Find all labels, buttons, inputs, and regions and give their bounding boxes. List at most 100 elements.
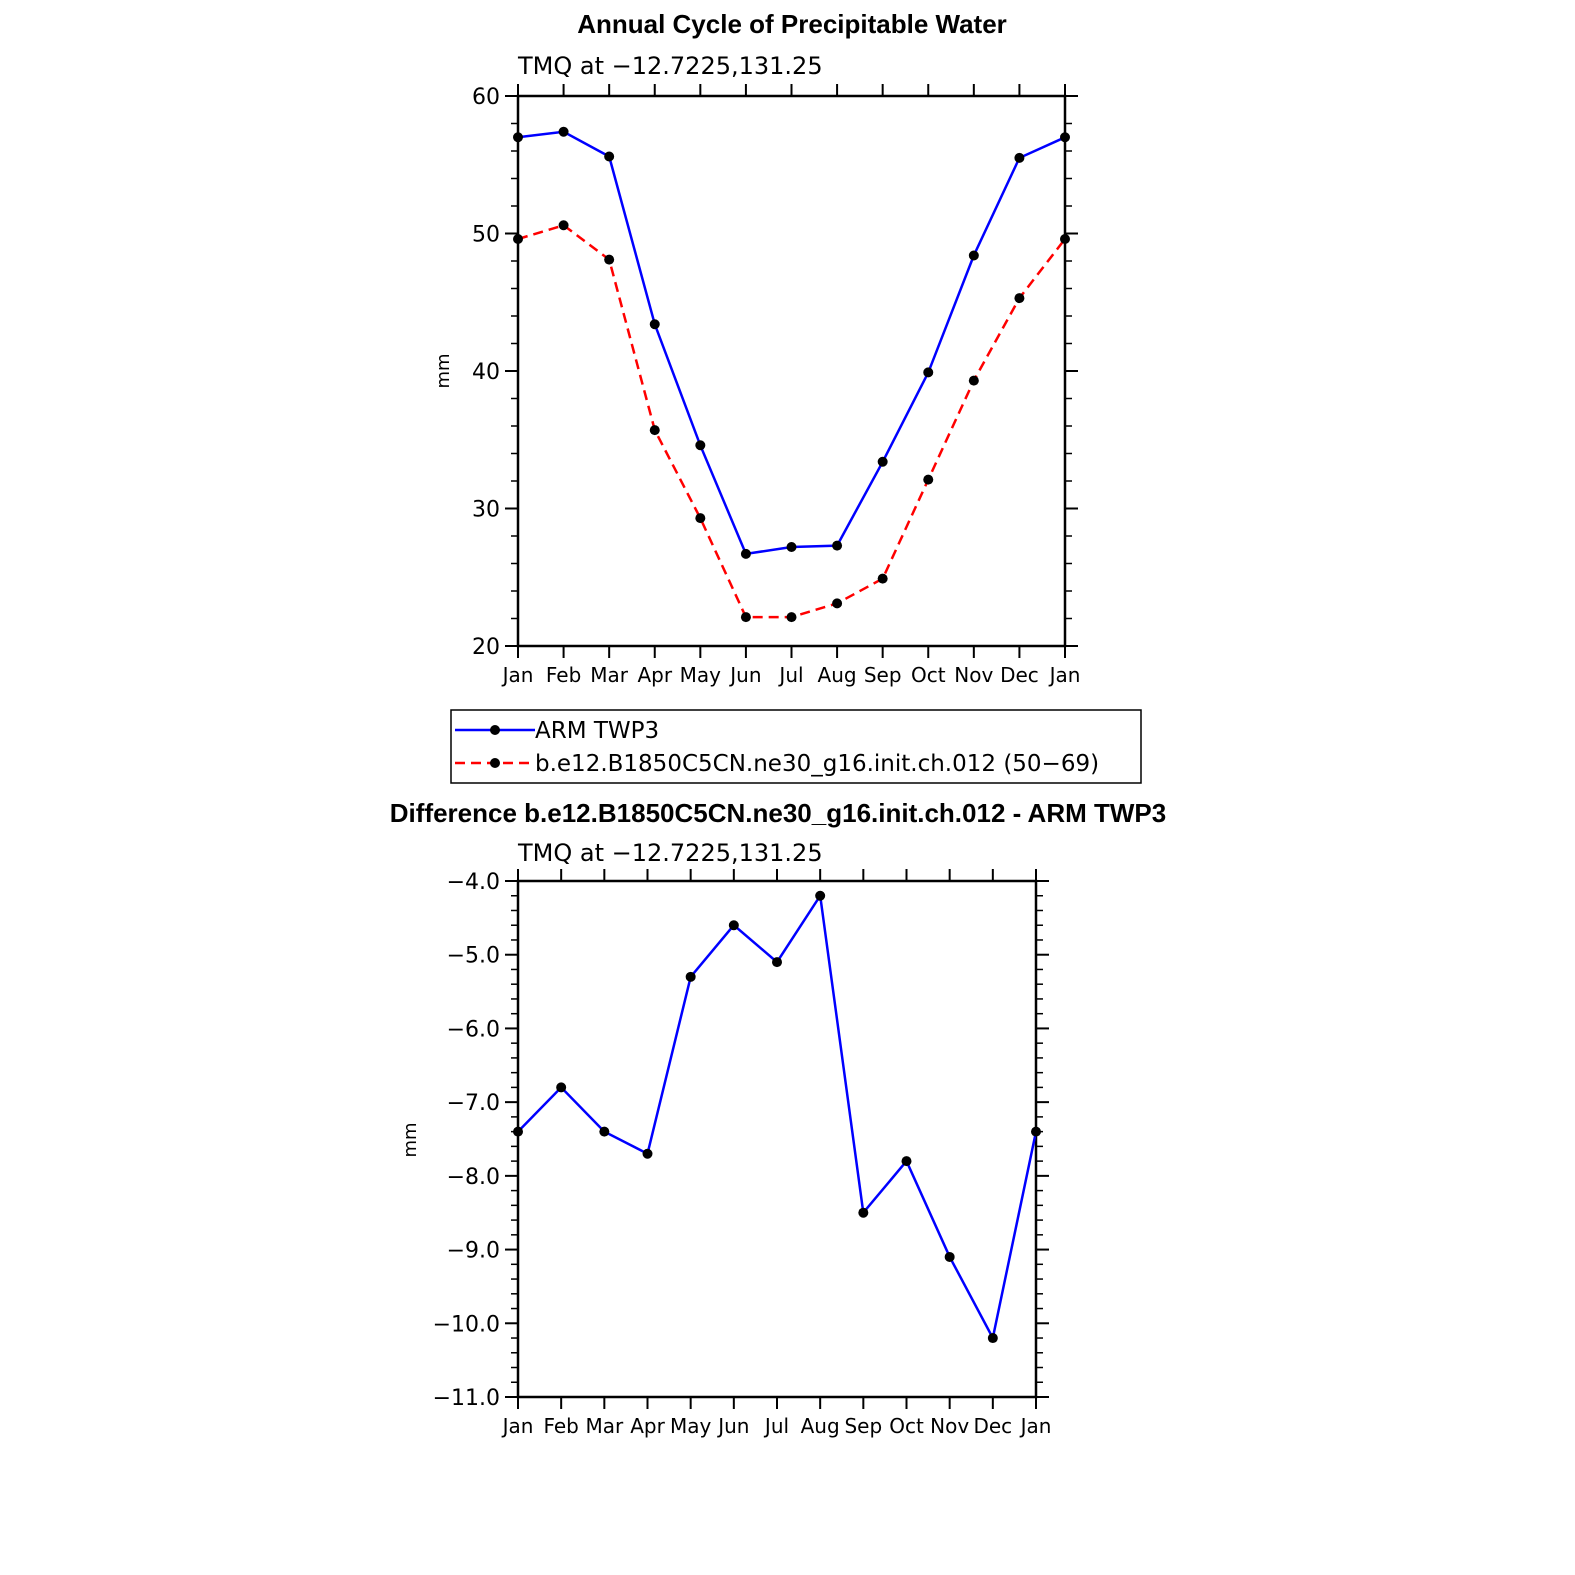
x-tick-label: Nov [954,663,993,687]
plot-frame [516,94,1067,648]
y-tick-label: 60 [472,85,500,110]
y-tick-label: −5.0 [447,944,500,969]
data-point [968,250,979,261]
x-tick-label: Aug [818,663,857,687]
data-point [604,254,615,265]
data-point [1060,234,1070,244]
legend-label-obs: ARM TWP3 [535,718,659,744]
x-tick-labels: Jan Feb Mar Apr May Jun Jul Aug Sep Oct … [501,1414,1052,1438]
y-tick-label: 50 [472,223,500,248]
x-tick-label: May [670,1414,712,1438]
chart-title: Annual Cycle of Precipitable Water [577,9,1007,39]
data-point [556,1082,567,1093]
chart-subtitle: TMQ at −12.7225,131.25 [517,839,823,867]
y-tick-label: 30 [472,498,500,523]
x-tick-label: Sep [844,1414,882,1438]
data-point [944,1251,955,1262]
x-tick-label: Jan [1019,1414,1052,1438]
legend-marker-obs [490,725,500,735]
x-tick-label: Jan [501,1414,534,1438]
x-tick-label: Dec [973,1414,1012,1438]
x-tick-label: Oct [889,1414,924,1438]
x-tick-label: Jul [763,1414,789,1438]
x-tick-label: Sep [864,663,902,687]
data-point [695,440,706,451]
data-point [740,612,751,623]
data-point [649,319,660,330]
chart-difference: Difference b.e12.B1850C5CN.ne30_g16.init… [390,798,1166,1438]
x-tick-label: May [680,663,722,687]
x-tick-label: Jun [716,1414,749,1438]
y-tick-label: −10.0 [433,1312,500,1337]
x-tick-label: Mar [590,663,629,687]
data-point [987,1333,998,1344]
x-tick-labels: Jan Feb Mar Apr May Jun Jul Aug Sep Oct … [501,663,1081,687]
legend-marker-model [490,758,500,768]
data-point [1060,132,1070,143]
chart-title: Difference b.e12.B1850C5CN.ne30_g16.init… [390,798,1166,828]
data-point [901,1156,912,1167]
data-point [1014,152,1025,163]
x-tick-label: Dec [1000,663,1039,687]
x-tick-label: Feb [546,663,581,687]
y-tick-labels: −11.0 −10.0 −9.0 −8.0 −7.0 −6.0 −5.0 −4.… [433,870,500,1411]
y-tick-label: −11.0 [433,1386,500,1411]
y-axis-label: mm [433,353,454,388]
data-point [685,971,696,982]
data-point [604,151,615,162]
data-point [1031,1126,1041,1137]
data-point [968,375,979,386]
x-tick-label: Apr [637,663,672,687]
data-point [877,573,888,584]
data-point [832,540,843,551]
y-tick-label: −4.0 [447,870,500,895]
data-point [923,367,934,378]
data-point [772,957,782,968]
data-point [513,132,523,143]
data-point [513,234,523,244]
data-point [649,425,660,436]
data-point [642,1148,653,1159]
data-point [513,1126,523,1137]
data-point [786,612,797,623]
data-point [695,513,706,524]
data-point [786,542,797,552]
x-tick-label: Oct [911,663,946,687]
legend-label-model: b.e12.B1850C5CN.ne30_g16.init.ch.012 (50… [535,751,1099,777]
x-tick-label: Aug [801,1414,840,1438]
x-tick-label: Jan [501,663,534,687]
data-point [558,220,569,231]
series-group [513,890,1041,1344]
tick-marks [505,84,1078,658]
x-tick-label: Apr [630,1414,665,1438]
chart-annual-cycle: Annual Cycle of Precipitable Water TMQ a… [433,9,1080,687]
data-point [923,474,934,485]
x-tick-label: Feb [543,1414,578,1438]
series-line-0 [517,130,1066,556]
data-point [815,890,826,901]
y-tick-label: 20 [472,635,500,660]
tick-marks [505,869,1049,1409]
x-tick-label: Jun [728,663,761,687]
data-point [877,456,888,467]
y-tick-labels: 20 30 40 50 60 [472,85,500,660]
x-tick-label: Nov [930,1414,969,1438]
data-point [1014,293,1025,304]
chart-subtitle: TMQ at −12.7225,131.25 [517,52,823,80]
y-tick-label: −8.0 [447,1165,500,1190]
data-point [599,1126,610,1137]
series-group [513,126,1070,623]
data-point [740,548,751,559]
x-tick-label: Jul [777,663,803,687]
legend-box [450,709,1142,784]
x-tick-label: Mar [585,1414,624,1438]
data-point [858,1207,869,1218]
data-point [558,126,569,137]
data-point [832,598,843,609]
y-tick-label: −6.0 [447,1017,500,1042]
series-line-1 [517,223,1066,619]
y-axis-label: mm [400,1122,421,1157]
legend: ARM TWP3 b.e12.B1850C5CN.ne30_g16.init.c… [450,709,1142,784]
y-tick-label: −7.0 [447,1091,500,1116]
